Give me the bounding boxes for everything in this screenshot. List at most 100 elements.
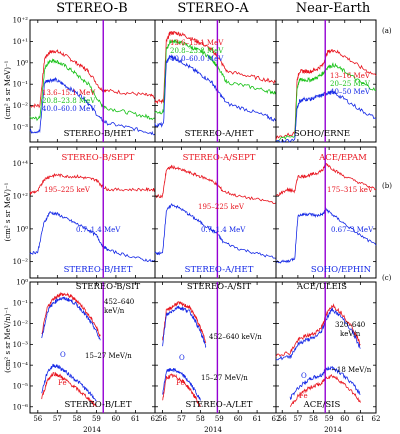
series-line-c1-1 bbox=[162, 305, 207, 348]
xtick-label-c0-0: 56 bbox=[33, 415, 42, 423]
xtick-label-c0-3: 59 bbox=[92, 415, 101, 423]
series-line-b1-1 bbox=[154, 203, 277, 259]
instrument-c0-bottom: STEREO-B/LET bbox=[64, 400, 131, 410]
label-c0-energy3: 15–27 MeV/n bbox=[85, 352, 132, 360]
series-line-c1-2 bbox=[162, 373, 201, 408]
ytick-label-b0-1: 10⁰ bbox=[16, 225, 28, 233]
instrument-b2-bottom: SOHO/EPHIN bbox=[311, 265, 372, 275]
label-c1-energy1: 452–640 keV/n bbox=[209, 333, 262, 341]
instrument-c2-bottom: ACE/SIS bbox=[303, 400, 341, 410]
ytick-label-c0-1: 10⁻⁵ bbox=[13, 382, 29, 390]
xtick-label-c2-5: 61 bbox=[356, 415, 365, 423]
column-title-stereo-b: STEREO-B bbox=[56, 1, 127, 16]
panel-frame-b1 bbox=[154, 146, 277, 279]
panel-frame-c2 bbox=[275, 281, 377, 414]
series-line-a2-0 bbox=[275, 49, 377, 140]
ytick-label-a0-2: 10⁻¹ bbox=[13, 81, 29, 89]
label-c2-o: O bbox=[301, 372, 307, 380]
label-a0-blue: 40.0–60.0 MeV bbox=[42, 105, 96, 113]
series-line-a2-2 bbox=[275, 89, 377, 143]
row-tag-c: (c) bbox=[382, 274, 392, 282]
series-line-c0-2 bbox=[41, 371, 97, 408]
xtick-label-c1-0: 56 bbox=[158, 415, 167, 423]
ytick-label-c0-2: 10⁻⁴ bbox=[13, 362, 29, 370]
label-a2-red: 13–16 MeV bbox=[330, 72, 371, 80]
series-line-a1-1 bbox=[154, 39, 277, 115]
label-c2-fe: Fe bbox=[299, 392, 308, 400]
ytick-label-a0-0: 10⁻³ bbox=[13, 124, 29, 132]
xtick-label-c0-5: 61 bbox=[131, 415, 140, 423]
ytick-label-c0-6: 10⁰ bbox=[16, 279, 28, 287]
series-line-a1-0 bbox=[154, 30, 277, 105]
xlabel-year-col2: 2014 bbox=[324, 426, 342, 434]
series-line-c0-0 bbox=[41, 291, 101, 338]
panel-frame-a2 bbox=[275, 19, 377, 143]
instrument-b2-top: ACE/EPAM bbox=[318, 153, 367, 163]
xlabel-year-col1: 2014 bbox=[204, 426, 222, 434]
panel-frame-c1 bbox=[154, 281, 277, 414]
series-line-a1-2 bbox=[154, 54, 276, 128]
label-b0-red: 195–225 keV bbox=[44, 186, 91, 194]
instrument-b1-top: STEREO-A/SEPT bbox=[183, 153, 256, 163]
label-a0-green: 20.8–23.8 MeV bbox=[42, 97, 96, 105]
label-c0-fe: Fe bbox=[58, 379, 67, 387]
xtick-label-c1-3: 59 bbox=[215, 415, 224, 423]
xtick-label-c1-2: 58 bbox=[196, 415, 205, 423]
panel-frame-b0 bbox=[29, 146, 156, 279]
ytick-label-a0-3: 10⁰ bbox=[16, 59, 28, 67]
series-line-a0-0 bbox=[29, 49, 156, 109]
xtick-label-c2-3: 59 bbox=[325, 415, 334, 423]
series-line-b0-1 bbox=[29, 211, 156, 263]
ytick-label-a0-1: 10⁻² bbox=[13, 102, 29, 110]
label-b2-red: 175–315 keV bbox=[327, 186, 374, 194]
ytick-label-a0-5: 10⁺² bbox=[13, 17, 29, 25]
xtick-label-c0-4: 60 bbox=[111, 415, 120, 423]
label-c1-fe: Fe bbox=[176, 379, 185, 387]
label-a1-green: 20.8–23.8 MeV bbox=[170, 47, 224, 55]
label-c1-o: O bbox=[179, 354, 185, 362]
label-c0-energy1: 452–640 bbox=[104, 298, 134, 306]
ytick-label-b0-3: 10⁺⁴ bbox=[13, 160, 29, 168]
label-c0-o: O bbox=[60, 351, 66, 359]
label-a1-blue: 40.0–60.0 MeV bbox=[170, 55, 224, 63]
xtick-label-c2-0: 56 bbox=[278, 415, 287, 423]
series-line-c2-0 bbox=[275, 303, 361, 357]
ytick-label-a0-4: 10⁺¹ bbox=[13, 38, 29, 46]
ylabel-row-a: (cm² s sr MeV)⁻¹ bbox=[4, 60, 12, 119]
xtick-label-c2-1: 57 bbox=[293, 415, 302, 423]
instrument-c1-top: STEREO-A/SIT bbox=[187, 282, 252, 292]
ylabel-row-c: (cm² s sr MeV/n)⁻¹ bbox=[4, 307, 12, 373]
series-line-c0-1 bbox=[41, 296, 101, 341]
xtick-label-c1-1: 57 bbox=[177, 415, 186, 423]
instrument-a1: STEREO-A/HET bbox=[185, 129, 254, 139]
label-c2-energy1: 320–640 bbox=[335, 321, 365, 329]
column-title-stereo-a: STEREO-A bbox=[177, 1, 249, 16]
xtick-label-c2-4: 60 bbox=[340, 415, 349, 423]
ytick-label-c0-3: 10⁻³ bbox=[13, 341, 29, 349]
label-a2-blue: 40–50 MeV bbox=[330, 88, 371, 96]
instrument-c0-top: STEREO-B/SIT bbox=[76, 282, 141, 292]
xtick-label-c0-2: 58 bbox=[72, 415, 81, 423]
panel-frame-c0 bbox=[29, 281, 156, 414]
series-line-b2-0 bbox=[275, 162, 377, 197]
ytick-label-c0-5: 10⁻¹ bbox=[13, 299, 29, 307]
panels-group: 10⁻³ 10⁻² 10⁻¹ 10⁰ 10⁺¹ 10⁺² 10⁻² 10⁰ 10⁺² 10⁺⁴ 56… bbox=[13, 17, 381, 424]
ytick-label-b0-0: 10⁻² bbox=[13, 258, 29, 266]
xtick-label-c1-5: 61 bbox=[253, 415, 262, 423]
series-line-b2-1 bbox=[275, 206, 377, 264]
series-line-b1-0 bbox=[154, 164, 277, 204]
row-tag-b: (b) bbox=[382, 182, 392, 190]
instrument-b0-top: STEREO-B/SEPT bbox=[62, 153, 135, 163]
label-c0-energy2: keV/n bbox=[104, 307, 125, 315]
xtick-label-c1-4: 60 bbox=[234, 415, 243, 423]
label-b0-blue: 0.7–1.4 MeV bbox=[76, 226, 121, 234]
label-a2-green: 20–25 MeV bbox=[330, 80, 371, 88]
xtick-label-c0-1: 57 bbox=[53, 415, 62, 423]
instrument-c1-bottom: STEREO-A/LET bbox=[186, 400, 253, 410]
ytick-label-c0-4: 10⁻² bbox=[13, 320, 29, 328]
series-line-c2-2 bbox=[289, 373, 361, 407]
instrument-b0-bottom: STEREO-B/HET bbox=[64, 265, 133, 275]
panel-frame-b2 bbox=[275, 146, 377, 279]
column-title-near-earth: Near-Earth bbox=[296, 1, 371, 16]
series-line-c1-0 bbox=[162, 301, 207, 344]
